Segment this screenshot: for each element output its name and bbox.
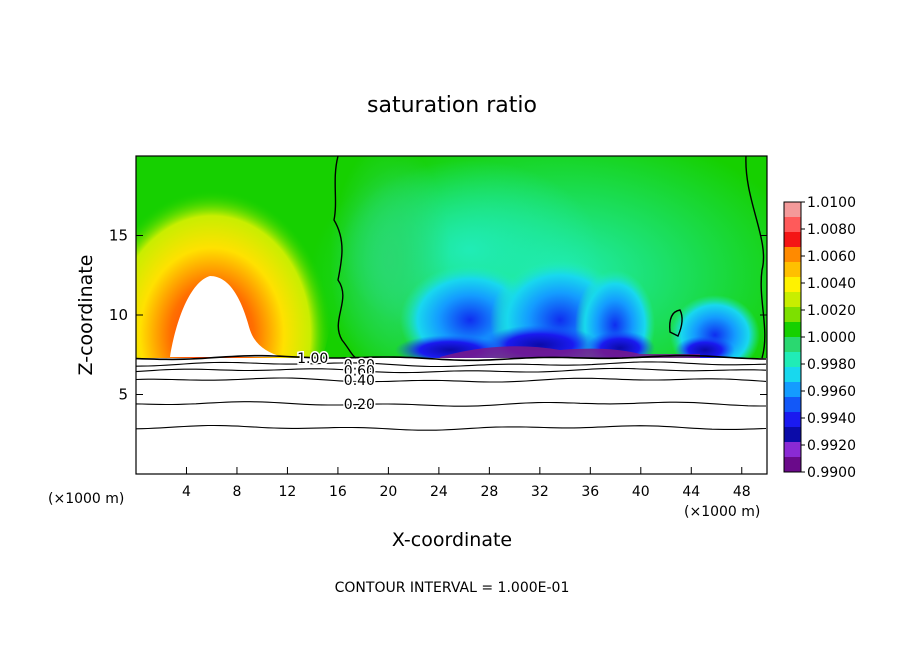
colorbar-swatch xyxy=(784,412,801,428)
x-tick-label: 40 xyxy=(632,484,650,500)
x-unit-left: (×1000 m) xyxy=(48,491,124,507)
contour-label: 0.40 xyxy=(344,373,375,389)
colorbar-swatch xyxy=(784,322,801,338)
contour-interval-footer: CONTOUR INTERVAL = 1.000E-01 xyxy=(335,580,570,596)
colorbar-tick-label: 1.0020 xyxy=(807,303,856,319)
x-tick-label: 32 xyxy=(531,484,549,500)
saturation-contour-right xyxy=(745,156,766,359)
saturation-contour-left xyxy=(333,156,357,359)
x-tick-label: 4 xyxy=(182,484,191,500)
colorbar-tick-label: 0.9960 xyxy=(807,384,856,400)
contour-lines xyxy=(136,354,767,431)
contour-label: 1.00 xyxy=(297,351,328,367)
x-tick-label: 8 xyxy=(232,484,241,500)
y-axis-ticks: 5 10 15 xyxy=(109,227,767,404)
plume-core-white xyxy=(170,276,282,357)
y-tick-label: 10 xyxy=(109,306,128,324)
contour-line xyxy=(136,354,767,362)
contour-line xyxy=(136,424,767,431)
x-tick-label: 36 xyxy=(581,484,599,500)
contour-line xyxy=(136,367,767,374)
y-tick-label: 15 xyxy=(109,227,128,245)
x-tick-label: 20 xyxy=(379,484,397,500)
x-tick-label: 44 xyxy=(682,484,700,500)
x-tick-label: 24 xyxy=(430,484,448,500)
x-axis-label: X-coordinate xyxy=(392,529,512,551)
colorbar-swatch xyxy=(784,202,801,218)
chart-title: saturation ratio xyxy=(367,93,537,118)
colorbar-swatch xyxy=(784,307,801,323)
contour-label: 0.60 xyxy=(344,364,375,380)
colorbar-tick-label: 1.0040 xyxy=(807,276,856,292)
x-tick-label: 48 xyxy=(733,484,751,500)
colorbar: 1.0100 1.0080 1.0060 1.0040 1.0020 1.0000 0.99… xyxy=(783,195,856,481)
contour-labels: 1.00 0.800.600.40 0.20 xyxy=(296,349,377,414)
saturation-field xyxy=(136,156,767,474)
colorbar-swatch xyxy=(784,292,801,308)
field-lower-white xyxy=(136,358,767,474)
x-axis-ticks: 4 8 12 16 20 24 28 32 36 40 44 48 xyxy=(182,467,751,500)
colorbar-swatch xyxy=(784,247,801,263)
x-tick-label: 28 xyxy=(480,484,498,500)
colorbar-swatch xyxy=(784,367,801,383)
saturation-contour-loop xyxy=(669,309,683,337)
colorbar-swatch xyxy=(784,442,801,458)
colorbar-swatch xyxy=(784,427,801,443)
contour-label: 0.20 xyxy=(344,397,375,413)
colorbar-swatch xyxy=(784,217,801,233)
colorbar-swatch xyxy=(784,352,801,368)
x-unit-right: (×1000 m) xyxy=(684,504,760,520)
colorbar-tick-label: 0.9940 xyxy=(807,411,856,427)
dry-rim-purple xyxy=(440,346,700,358)
colorbar-tick-label: 1.0000 xyxy=(807,330,856,346)
colorbar-tick-label: 0.9900 xyxy=(807,465,856,481)
colorbar-swatch xyxy=(784,382,801,398)
colorbar-swatch xyxy=(784,262,801,278)
y-tick-label: 5 xyxy=(118,386,128,404)
colorbar-tick-label: 1.0060 xyxy=(807,249,856,265)
contour-line xyxy=(136,361,767,368)
colorbar-tick-label: 1.0100 xyxy=(807,195,856,211)
colorbar-tick-label: 0.9980 xyxy=(807,357,856,373)
colorbar-swatch xyxy=(784,232,801,248)
colorbar-swatch xyxy=(784,337,801,353)
colorbar-tick-label: 0.9920 xyxy=(807,438,856,454)
y-axis-label: Z-coordinate xyxy=(75,255,97,376)
contour-line xyxy=(136,401,766,407)
contour-label: 0.80 xyxy=(344,357,375,373)
colorbar-swatch xyxy=(784,277,801,293)
x-tick-label: 16 xyxy=(329,484,347,500)
colorbar-tick-label: 1.0080 xyxy=(807,222,856,238)
contour-line xyxy=(136,377,767,383)
colorbar-swatch xyxy=(784,397,801,413)
colorbar-swatch xyxy=(784,457,801,473)
x-tick-label: 12 xyxy=(279,484,297,500)
